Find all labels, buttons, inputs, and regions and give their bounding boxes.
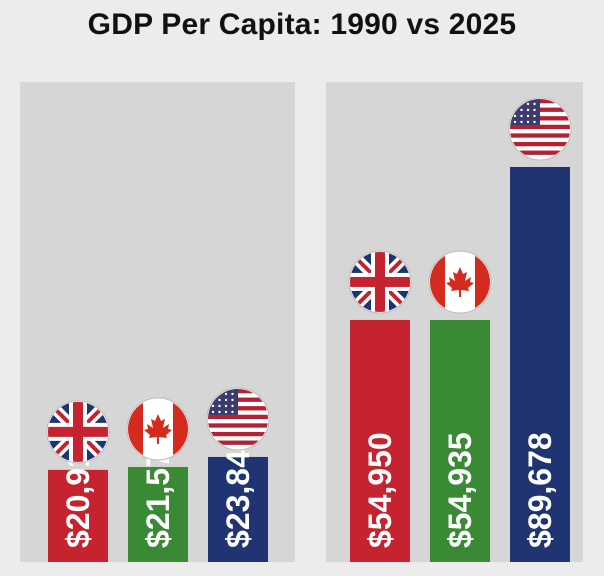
bar-1990-1 xyxy=(128,466,188,562)
uk-flag-icon xyxy=(348,250,412,314)
bar-2025-2 xyxy=(510,166,570,562)
bar-1990-0 xyxy=(48,469,108,562)
chart-title: GDP Per Capita: 1990 vs 2025 xyxy=(87,8,517,41)
us-flag-icon xyxy=(508,97,572,161)
bar-2025-1 xyxy=(430,320,490,562)
bar-1990-2 xyxy=(208,456,268,562)
value-label-2025-0: $54,950 xyxy=(362,432,398,548)
canada-flag-icon xyxy=(428,250,492,314)
canada-flag-icon xyxy=(126,397,190,461)
value-label-2025-2: $89,678 xyxy=(522,432,558,548)
uk-flag-icon xyxy=(46,400,110,464)
us-flag-icon xyxy=(206,387,270,451)
value-label-2025-1: $54,935 xyxy=(442,432,478,548)
bar-2025-0 xyxy=(350,319,410,562)
value-label-1990-2: $23,848 xyxy=(220,432,256,548)
